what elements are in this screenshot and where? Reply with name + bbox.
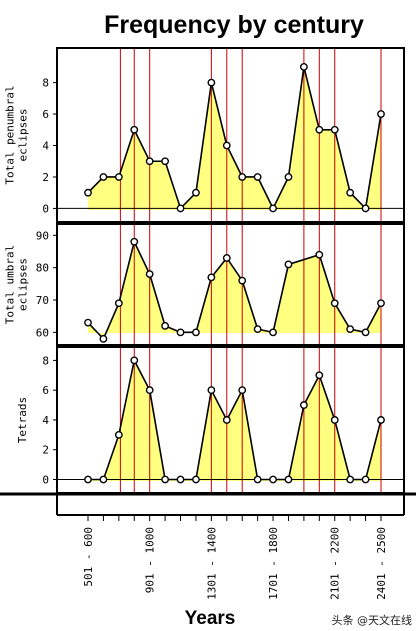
data-point-15 bbox=[299, 62, 308, 71]
data-point-18 bbox=[346, 188, 355, 197]
y-tick-label: 90 bbox=[36, 229, 49, 242]
y-axis-label-line-1: Total penumbral bbox=[4, 85, 17, 184]
data-point-8 bbox=[192, 328, 200, 337]
data-point-4 bbox=[130, 125, 139, 134]
area-fill bbox=[88, 66, 381, 211]
data-point-11 bbox=[238, 173, 247, 181]
y-tick-label: 0 bbox=[42, 202, 49, 215]
data-point-16 bbox=[315, 250, 324, 259]
data-point-17 bbox=[330, 125, 339, 134]
data-point-17 bbox=[330, 299, 339, 308]
data-point-1 bbox=[84, 475, 92, 484]
data-point-13 bbox=[269, 204, 277, 213]
data-point-17 bbox=[330, 416, 339, 424]
data-point-6 bbox=[161, 321, 170, 330]
data-point-14 bbox=[284, 260, 293, 269]
data-point-9 bbox=[207, 386, 216, 395]
data-point-1 bbox=[84, 318, 92, 327]
data-point-13 bbox=[269, 475, 277, 484]
data-point-6 bbox=[161, 475, 170, 484]
data-point-14 bbox=[284, 173, 293, 181]
data-point-3 bbox=[114, 173, 123, 181]
panel-frame bbox=[56, 47, 405, 223]
data-point-3 bbox=[114, 430, 123, 439]
data-point-14 bbox=[284, 475, 293, 484]
x-axis-label: Years bbox=[185, 608, 236, 629]
y-tick-label: 2 bbox=[42, 171, 49, 184]
y-tick-label: 60 bbox=[36, 326, 49, 339]
y-tick-label: 70 bbox=[36, 294, 49, 307]
panel-3: 0 2 4 6 8 Tetrads bbox=[16, 346, 405, 494]
y-tick-label: 8 bbox=[42, 354, 49, 367]
y-axis-label-line-1: Tetrads bbox=[16, 397, 29, 443]
y-axis-label-line-1: Total umbral bbox=[4, 245, 17, 324]
data-point-4 bbox=[130, 356, 139, 365]
y-tick-label: 4 bbox=[42, 140, 49, 153]
data-point-10 bbox=[222, 254, 231, 262]
panel-1: 0 2 4 6 8 Total penumbral eclipses bbox=[4, 47, 405, 223]
data-point-12 bbox=[253, 173, 262, 181]
data-point-2 bbox=[99, 173, 108, 181]
x-category-label-5: 2101 - 2200 bbox=[329, 527, 342, 600]
y-axis-label-line-2: eclipses bbox=[17, 258, 30, 311]
data-point-5 bbox=[145, 386, 154, 395]
y-tick-label: 6 bbox=[42, 108, 49, 121]
data-point-1 bbox=[84, 188, 92, 197]
data-point-5 bbox=[145, 270, 154, 279]
y-tick-label: 6 bbox=[42, 384, 49, 397]
x-category-label-4: 1701 - 1800 bbox=[267, 527, 280, 600]
data-point-12 bbox=[253, 475, 262, 484]
data-point-11 bbox=[238, 276, 247, 285]
data-point-4 bbox=[130, 237, 139, 246]
y-axis-label-line-2: eclipses bbox=[17, 109, 30, 162]
data-point-19 bbox=[361, 328, 370, 337]
area-fill bbox=[88, 360, 381, 481]
series-line bbox=[88, 358, 382, 481]
chart-title: Frequency by century bbox=[104, 11, 364, 39]
data-point-16 bbox=[315, 371, 324, 380]
data-point-8 bbox=[192, 475, 200, 484]
data-point-19 bbox=[361, 475, 370, 484]
data-point-20 bbox=[377, 416, 385, 424]
data-point-9 bbox=[207, 78, 216, 87]
data-point-7 bbox=[176, 328, 185, 337]
y-tick-label: 0 bbox=[42, 474, 49, 487]
data-point-10 bbox=[222, 416, 231, 424]
data-point-19 bbox=[361, 204, 370, 213]
data-point-7 bbox=[176, 475, 185, 484]
data-point-12 bbox=[253, 325, 262, 334]
panel-frame bbox=[56, 223, 405, 346]
data-point-7 bbox=[176, 204, 185, 213]
data-point-9 bbox=[207, 273, 216, 282]
x-category-label-3: 1301 - 1400 bbox=[205, 527, 218, 600]
data-point-20 bbox=[377, 299, 385, 308]
x-category-label-6: 2401 - 2500 bbox=[375, 527, 388, 600]
data-point-18 bbox=[346, 475, 355, 484]
data-point-3 bbox=[114, 299, 123, 308]
y-tick-label: 80 bbox=[36, 262, 49, 275]
data-point-2 bbox=[99, 334, 108, 343]
data-point-6 bbox=[161, 157, 170, 166]
data-point-20 bbox=[377, 110, 385, 118]
y-tick-label: 4 bbox=[42, 414, 49, 427]
data-point-11 bbox=[238, 386, 247, 395]
y-tick-label: 8 bbox=[42, 77, 49, 90]
area-fill bbox=[88, 241, 381, 339]
x-category-label-1: 501 - 600 bbox=[82, 527, 95, 587]
data-point-8 bbox=[192, 188, 200, 197]
data-point-10 bbox=[222, 141, 231, 150]
data-point-13 bbox=[269, 328, 277, 337]
data-point-2 bbox=[99, 475, 108, 484]
watermark: 头条 @天文在线 bbox=[332, 613, 413, 627]
y-tick-label: 2 bbox=[42, 444, 49, 457]
data-point-15 bbox=[299, 401, 308, 409]
data-point-5 bbox=[145, 157, 154, 166]
panel-2: 60 70 80 90 Total umbral eclipses bbox=[4, 223, 405, 346]
x-category-label-2: 901 - 1000 bbox=[144, 527, 157, 593]
data-point-16 bbox=[315, 125, 324, 134]
data-point-18 bbox=[346, 325, 355, 334]
